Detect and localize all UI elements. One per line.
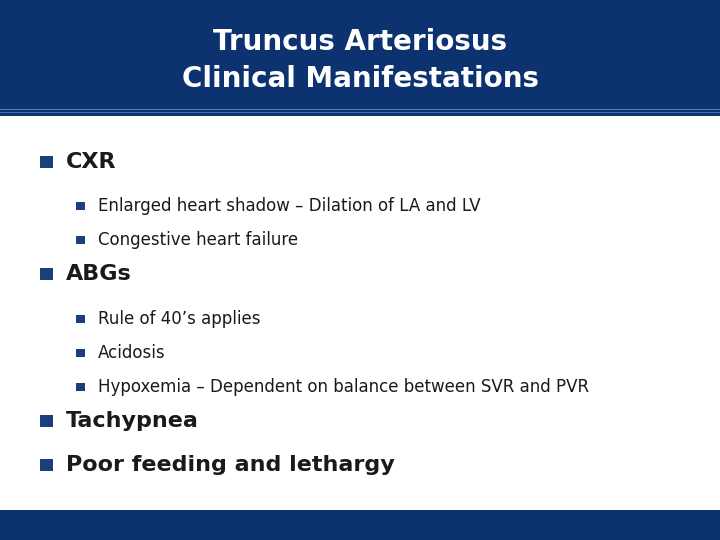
Text: CXR: CXR (66, 152, 116, 172)
Text: Hypoxemia – Dependent on balance between SVR and PVR: Hypoxemia – Dependent on balance between… (98, 377, 589, 396)
Text: Clinical Manifestations: Clinical Manifestations (181, 65, 539, 92)
Text: Rule of 40’s applies: Rule of 40’s applies (98, 309, 261, 328)
FancyBboxPatch shape (76, 314, 85, 322)
FancyBboxPatch shape (40, 415, 53, 427)
FancyBboxPatch shape (76, 236, 85, 244)
Text: ABGs: ABGs (66, 264, 131, 285)
Text: Congestive heart failure: Congestive heart failure (98, 231, 298, 249)
FancyBboxPatch shape (40, 459, 53, 471)
Text: Poor feeding and lethargy: Poor feeding and lethargy (66, 455, 395, 475)
FancyBboxPatch shape (76, 348, 85, 356)
Text: Tachypnea: Tachypnea (66, 410, 199, 431)
FancyBboxPatch shape (40, 268, 53, 280)
FancyBboxPatch shape (0, 0, 720, 116)
Text: Enlarged heart shadow – Dilation of LA and LV: Enlarged heart shadow – Dilation of LA a… (98, 197, 480, 215)
FancyBboxPatch shape (40, 156, 53, 168)
FancyBboxPatch shape (76, 382, 85, 390)
FancyBboxPatch shape (0, 510, 720, 540)
Text: Acidosis: Acidosis (98, 343, 166, 362)
FancyBboxPatch shape (76, 202, 85, 210)
Text: Truncus Arteriosus: Truncus Arteriosus (213, 28, 507, 56)
